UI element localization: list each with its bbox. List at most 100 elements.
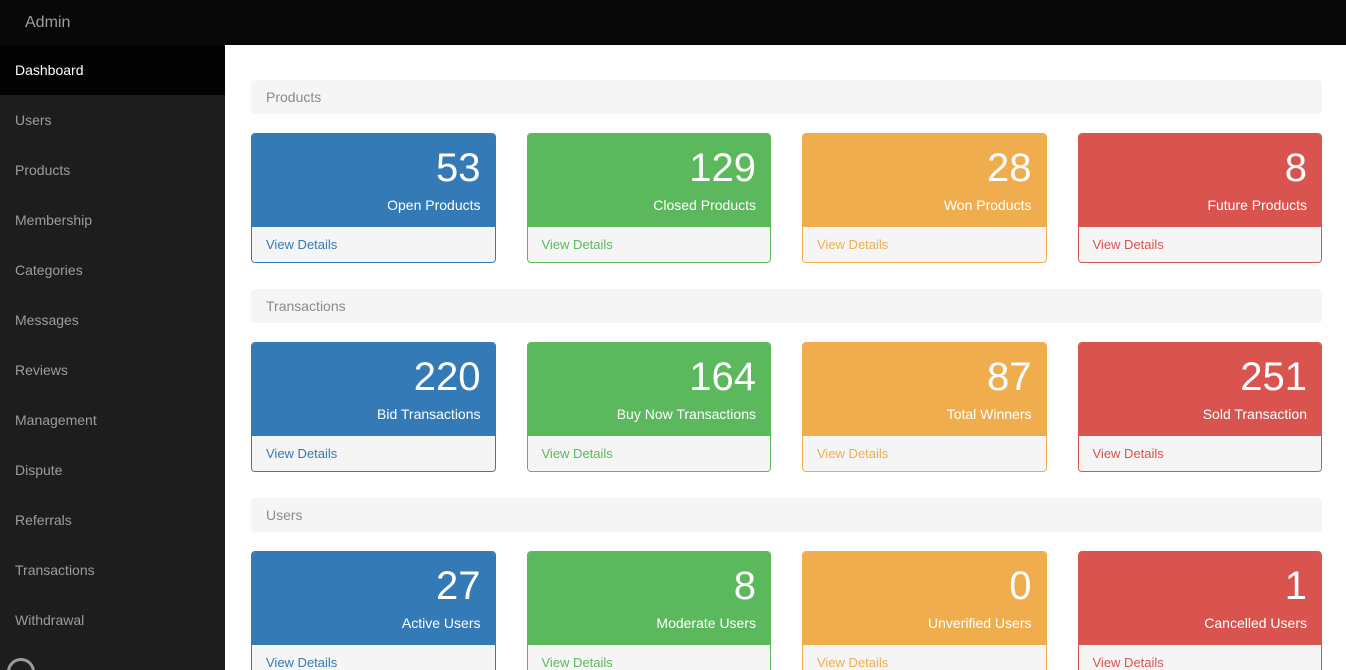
stat-card-footer: View Details (1078, 435, 1321, 471)
stat-card-value: 8 (1284, 146, 1307, 190)
sidebar-item-categories[interactable]: Categories (0, 245, 225, 295)
stat-card-total-winners: 87 Total Winners View Details (802, 342, 1047, 472)
stat-card-heading: 164 Buy Now Transactions (527, 343, 770, 435)
topbar: Admin (0, 0, 1346, 45)
section-title: Products (266, 89, 322, 105)
stat-card-cancelled-users: 1 Cancelled Users View Details (1077, 551, 1322, 670)
main-content: Products 53 Open Products View Details 1… (225, 45, 1346, 670)
sidebar: Dashboard Users Products Membership Categori… (0, 45, 225, 670)
stat-card-heading: 53 Open Products (252, 134, 495, 226)
sidebar-item-reviews[interactable]: Reviews (0, 345, 225, 395)
stat-card-sold-transaction: 251 Sold Transaction View Details (1077, 342, 1322, 472)
stat-card-footer: View Details (803, 644, 1046, 670)
card-grid: 53 Open Products View Details 129 Closed… (251, 133, 1322, 263)
view-details-link[interactable]: View Details (817, 655, 889, 670)
view-details-link[interactable]: View Details (817, 237, 889, 252)
sidebar-item-label: Membership (15, 212, 93, 228)
stat-card-value: 220 (413, 355, 481, 399)
stat-card-footer: View Details (803, 435, 1046, 471)
card-grid: 220 Bid Transactions View Details 164 Bu… (251, 342, 1322, 472)
app-title: Admin (25, 14, 71, 31)
sidebar-nav: Dashboard Users Products Membership Categori… (0, 45, 225, 645)
card-grid: 27 Active Users View Details 8 Moderate … (251, 551, 1322, 670)
sidebar-item-dispute[interactable]: Dispute (0, 445, 225, 495)
sidebar-item-label: Messages (15, 312, 79, 328)
stat-card-footer: View Details (252, 644, 495, 670)
stat-card-value: 164 (689, 355, 756, 399)
stat-card-won-products: 28 Won Products View Details (802, 133, 1047, 263)
sidebar-item-label: Categories (15, 262, 83, 278)
stat-card-footer: View Details (527, 226, 770, 262)
stat-card-value: 27 (436, 564, 481, 608)
view-details-link[interactable]: View Details (266, 237, 338, 252)
sidebar-item-transactions[interactable]: Transactions (0, 545, 225, 595)
stat-card-label: Closed Products (653, 197, 756, 213)
sidebar-item-label: Products (15, 162, 71, 178)
view-details-link[interactable]: View Details (266, 655, 338, 670)
stat-card-heading: 220 Bid Transactions (252, 343, 495, 435)
stat-card-open-products: 53 Open Products View Details (251, 133, 496, 263)
stat-card-label: Cancelled Users (1204, 615, 1307, 631)
stat-card-bid-transactions: 220 Bid Transactions View Details (251, 342, 496, 472)
section-title: Users (266, 507, 303, 523)
stat-card-footer: View Details (803, 226, 1046, 262)
stat-card-label: Open Products (387, 197, 481, 213)
stat-card-label: Total Winners (946, 406, 1032, 422)
stat-card-value: 0 (1009, 564, 1032, 608)
sidebar-item-label: Dispute (15, 462, 63, 478)
sidebar-item-management[interactable]: Management (0, 395, 225, 445)
sidebar-item-messages[interactable]: Messages (0, 295, 225, 345)
view-details-link[interactable]: View Details (817, 446, 889, 461)
view-details-link[interactable]: View Details (1092, 237, 1164, 252)
view-details-link[interactable]: View Details (1092, 655, 1164, 670)
stat-card-footer: View Details (1078, 644, 1321, 670)
stat-card-heading: 8 Moderate Users (527, 552, 770, 644)
stat-card-value: 251 (1240, 355, 1307, 399)
stat-card-heading: 28 Won Products (803, 134, 1046, 226)
sidebar-item-label: Users (15, 112, 52, 128)
stat-card-value: 129 (689, 146, 756, 190)
stat-card-heading: 0 Unverified Users (803, 552, 1046, 644)
stat-card-value: 8 (733, 564, 756, 608)
view-details-link[interactable]: View Details (1092, 446, 1164, 461)
stat-card-buy-now-transactions: 164 Buy Now Transactions View Details (526, 342, 771, 472)
view-details-link[interactable]: View Details (541, 237, 613, 252)
sidebar-item-label: Reviews (15, 362, 68, 378)
stat-card-label: Future Products (1207, 197, 1307, 213)
stat-card-heading: 8 Future Products (1078, 134, 1321, 226)
sidebar-item-label: Referrals (15, 512, 72, 528)
sidebar-item-withdrawal[interactable]: Withdrawal (0, 595, 225, 645)
sidebar-item-membership[interactable]: Membership (0, 195, 225, 245)
stat-card-label: Unverified Users (928, 615, 1032, 631)
section-transactions: Transactions 220 Bid Transactions View D… (251, 289, 1322, 472)
stat-card-closed-products: 129 Closed Products View Details (526, 133, 771, 263)
stat-card-label: Won Products (943, 197, 1032, 213)
section-title: Transactions (266, 298, 346, 314)
sidebar-item-label: Dashboard (15, 62, 84, 78)
sidebar-item-dashboard[interactable]: Dashboard (0, 45, 225, 95)
stat-card-label: Buy Now Transactions (616, 406, 756, 422)
stat-card-heading: 27 Active Users (252, 552, 495, 644)
stat-card-footer: View Details (1078, 226, 1321, 262)
stat-card-footer: View Details (527, 644, 770, 670)
sidebar-item-products[interactable]: Products (0, 145, 225, 195)
view-details-link[interactable]: View Details (541, 446, 613, 461)
sidebar-item-users[interactable]: Users (0, 95, 225, 145)
stat-card-heading: 251 Sold Transaction (1078, 343, 1321, 435)
view-details-link[interactable]: View Details (541, 655, 613, 670)
section-header: Transactions (251, 289, 1322, 323)
stat-card-footer: View Details (527, 435, 770, 471)
stat-card-label: Sold Transaction (1202, 406, 1307, 422)
sidebar-item-label: Management (15, 412, 97, 428)
view-details-link[interactable]: View Details (266, 446, 338, 461)
stat-card-heading: 129 Closed Products (527, 134, 770, 226)
sidebar-item-referrals[interactable]: Referrals (0, 495, 225, 545)
stat-card-heading: 1 Cancelled Users (1078, 552, 1321, 644)
partial-circle-icon (7, 658, 35, 670)
section-products: Products 53 Open Products View Details 1… (251, 80, 1322, 263)
section-users: Users 27 Active Users View Details 8 Mod… (251, 498, 1322, 670)
stat-card-label: Active Users (401, 615, 481, 631)
stat-card-value: 28 (987, 146, 1032, 190)
section-header: Products (251, 80, 1322, 114)
stat-card-label: Bid Transactions (377, 406, 481, 422)
